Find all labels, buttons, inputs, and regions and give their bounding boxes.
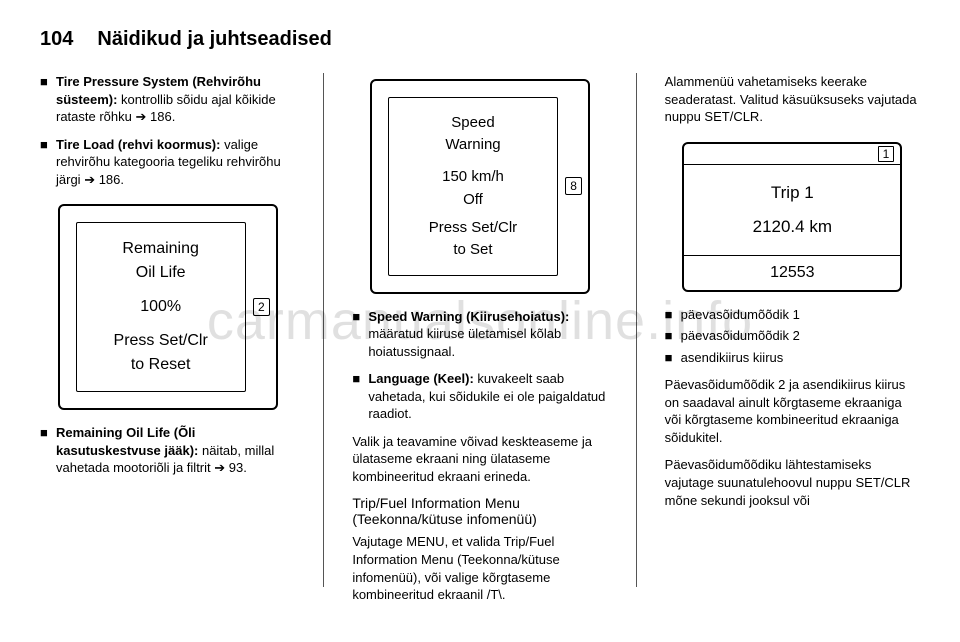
fig-line: Remaining bbox=[85, 237, 237, 261]
fig-line: Speed bbox=[397, 112, 549, 134]
bullet-mark-icon: ■ bbox=[352, 370, 362, 423]
bullet-oil-life: ■ Remaining Oil Life (Õli kasutuskestvus… bbox=[40, 424, 295, 477]
bullet-text: Tire Pressure System (Rehvirõhu süsteem)… bbox=[56, 73, 295, 126]
figure-tag: 2 bbox=[253, 298, 270, 316]
fig-line: to Reset bbox=[85, 353, 237, 377]
desc: määratud kiiruse ületamisel kõlab hoiatu… bbox=[368, 326, 561, 359]
fig-line: Off bbox=[397, 189, 549, 211]
bullet-text: Tire Load (rehvi koormus): valige rehvir… bbox=[56, 136, 295, 189]
paragraph: Vajutage MENU, et valida Trip/Fuel Infor… bbox=[352, 533, 607, 603]
figure-oil-life: Remaining Oil Life 100% Press Set/Clr to… bbox=[58, 204, 278, 410]
bullet-mark-icon: ■ bbox=[665, 327, 675, 345]
bullet-speed: ■ asendikiirus kiirus bbox=[665, 349, 920, 367]
xref-icon: ➔ bbox=[84, 172, 99, 187]
page-header: 104 Näidikud ja juhtseadised bbox=[40, 28, 920, 51]
column-divider bbox=[636, 73, 637, 587]
columns: ■ Tire Pressure System (Rehvirõhu süstee… bbox=[40, 73, 920, 587]
xref-icon: ➔ bbox=[136, 109, 151, 124]
fig-line: Oil Life bbox=[85, 261, 237, 285]
figure-speed-warning: Speed Warning 150 km/h Off Press Set/Clr… bbox=[370, 79, 590, 294]
bullet-mark-icon: ■ bbox=[665, 306, 675, 324]
paragraph: Päevasõidumõõdiku lähtestamiseks vajutag… bbox=[665, 456, 920, 509]
column-2: Speed Warning 150 km/h Off Press Set/Clr… bbox=[352, 73, 607, 587]
fig-line: 100% bbox=[85, 295, 237, 319]
bullet-text: Remaining Oil Life (Õli kasutuskestvuse … bbox=[56, 424, 295, 477]
term: Remaining Oil Life (Õli kasutuskestvuse … bbox=[56, 425, 198, 458]
figure-screen: Speed Warning 150 km/h Off Press Set/Clr… bbox=[388, 97, 558, 276]
bullet-text: päevasõidumõõdik 2 bbox=[681, 327, 920, 345]
column-1: ■ Tire Pressure System (Rehvirõhu süstee… bbox=[40, 73, 295, 587]
paragraph: Valik ja teavamine võivad keskteaseme ja… bbox=[352, 433, 607, 486]
figure-screen: Remaining Oil Life 100% Press Set/Clr to… bbox=[76, 222, 246, 392]
figure-topbar: 1 bbox=[684, 144, 900, 165]
fig-line: Press Set/Clr bbox=[397, 217, 549, 239]
bullet-text: Language (Keel): kuvakeelt saab vahetada… bbox=[368, 370, 607, 423]
bullet-mark-icon: ■ bbox=[40, 73, 50, 126]
xref-page: 93 bbox=[229, 460, 243, 475]
bullet-trip2: ■ päevasõidumõõdik 2 bbox=[665, 327, 920, 345]
bullet-mark-icon: ■ bbox=[40, 424, 50, 477]
period: . bbox=[243, 460, 247, 475]
paragraph: Päevasõidumõõdik 2 ja asendikiirus kiiru… bbox=[665, 376, 920, 446]
menu-icon: /T\. bbox=[487, 587, 506, 602]
figure-tag: 8 bbox=[565, 177, 582, 195]
bullet-mark-icon: ■ bbox=[40, 136, 50, 189]
fig-line: Warning bbox=[397, 134, 549, 156]
xref-page: 186 bbox=[150, 109, 172, 124]
figure-footer: 12553 bbox=[684, 255, 900, 290]
figure-trip1: 1 Trip 1 2120.4 km 12553 bbox=[682, 142, 902, 292]
period: . bbox=[120, 172, 124, 187]
fig-line: Press Set/Clr bbox=[85, 329, 237, 353]
fig-line: to Set bbox=[397, 239, 549, 261]
page-number: 104 bbox=[40, 28, 73, 51]
bullet-mark-icon: ■ bbox=[665, 349, 675, 367]
bullet-text: asendikiirus kiirus bbox=[681, 349, 920, 367]
paragraph: Alammenüü vahetamiseks keerake seaderata… bbox=[665, 73, 920, 126]
fig-line: Trip 1 bbox=[692, 183, 892, 203]
bullet-tire-pressure: ■ Tire Pressure System (Rehvirõhu süstee… bbox=[40, 73, 295, 126]
heading-trip-fuel: Trip/Fuel Information Menu (Teekonna/küt… bbox=[352, 495, 607, 527]
fig-line: 150 km/h bbox=[397, 166, 549, 188]
bullet-text: Speed Warning (Kiirusehoiatus): määratud… bbox=[368, 308, 607, 361]
heading-line: (Teekonna/kütuse infomenüü) bbox=[352, 511, 536, 527]
term: Language (Keel): bbox=[368, 371, 473, 386]
bullet-speed-warning: ■ Speed Warning (Kiirusehoiatus): määrat… bbox=[352, 308, 607, 361]
column-3: Alammenüü vahetamiseks keerake seaderata… bbox=[665, 73, 920, 587]
xref-icon: ➔ bbox=[214, 460, 229, 475]
bullet-text: päevasõidumõõdik 1 bbox=[681, 306, 920, 324]
heading-line: Trip/Fuel Information Menu bbox=[352, 495, 520, 511]
term: Speed Warning (Kiirusehoiatus): bbox=[368, 309, 569, 324]
bullet-mark-icon: ■ bbox=[352, 308, 362, 361]
bullet-language: ■ Language (Keel): kuvakeelt saab vaheta… bbox=[352, 370, 607, 423]
figure-screen: Trip 1 2120.4 km bbox=[684, 165, 900, 255]
manual-page: 104 Näidikud ja juhtseadised ■ Tire Pres… bbox=[0, 0, 960, 642]
section-title: Näidikud ja juhtseadised bbox=[97, 28, 332, 51]
term: Tire Load (rehvi koormus): bbox=[56, 137, 220, 152]
column-divider bbox=[323, 73, 324, 587]
bullet-tire-load: ■ Tire Load (rehvi koormus): valige rehv… bbox=[40, 136, 295, 189]
period: . bbox=[172, 109, 176, 124]
figure-tag: 1 bbox=[878, 146, 895, 162]
bullet-trip1: ■ päevasõidumõõdik 1 bbox=[665, 306, 920, 324]
para-text: Vajutage MENU, et valida Trip/Fuel Infor… bbox=[352, 534, 559, 602]
fig-line: 2120.4 km bbox=[692, 217, 892, 237]
xref-page: 186 bbox=[99, 172, 121, 187]
